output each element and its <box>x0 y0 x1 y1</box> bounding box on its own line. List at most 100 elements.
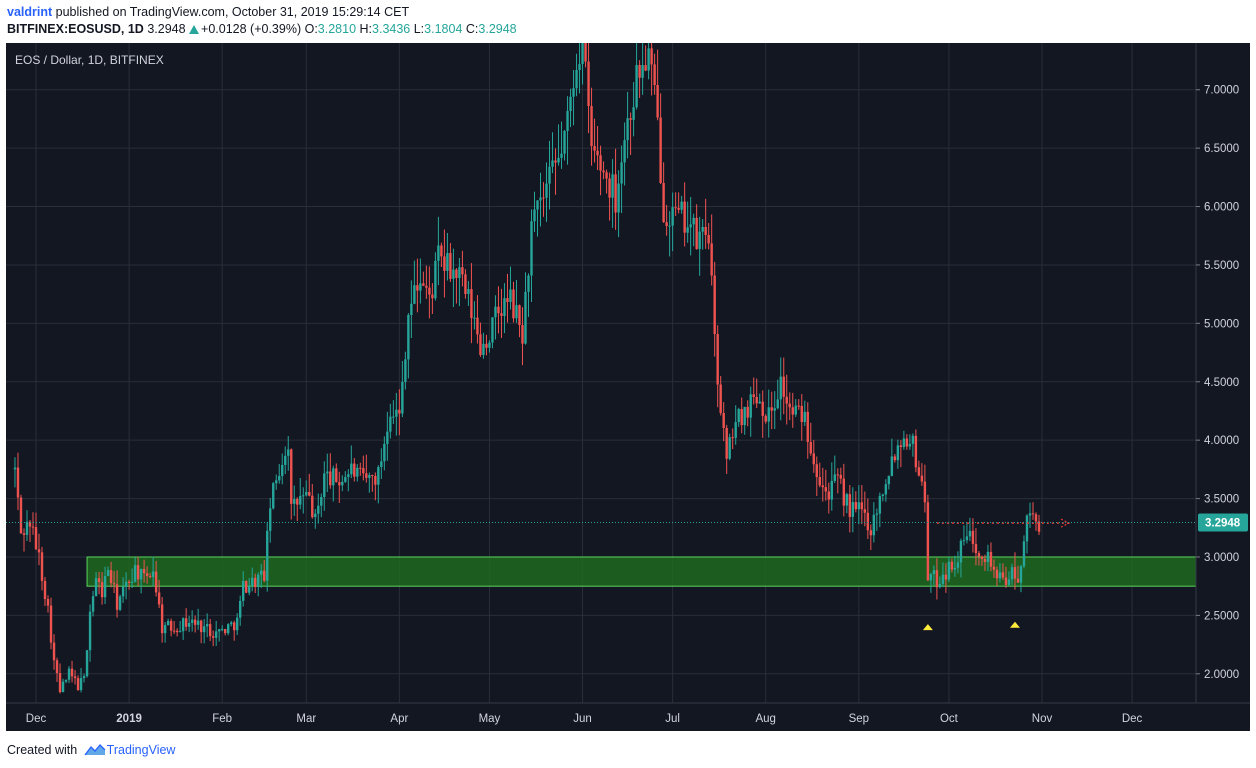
candles <box>13 3 1041 694</box>
candle <box>674 192 677 216</box>
candle-body <box>542 197 545 199</box>
candle-body <box>368 475 371 478</box>
candle <box>109 561 113 588</box>
candle <box>995 566 999 586</box>
candle-body <box>148 576 152 578</box>
candle-body <box>434 260 437 299</box>
candle-body <box>599 155 602 171</box>
candle <box>806 402 809 459</box>
candle <box>776 379 779 410</box>
candle <box>644 45 647 72</box>
candle <box>596 126 599 171</box>
candle-body <box>749 394 752 418</box>
candle <box>31 512 35 535</box>
candle <box>791 392 794 428</box>
candle-body <box>932 570 936 575</box>
candle <box>287 436 290 471</box>
candle <box>437 216 440 286</box>
candle <box>1037 514 1041 536</box>
candle <box>800 394 803 441</box>
candle <box>488 340 491 353</box>
candle-body <box>278 476 281 481</box>
candle-body <box>767 407 770 422</box>
candle-body <box>575 69 578 89</box>
candle-body <box>890 456 894 476</box>
candle <box>293 485 296 516</box>
candle <box>205 613 209 638</box>
candle <box>94 572 98 597</box>
time-tick-label: Jul <box>665 713 680 725</box>
candle <box>242 571 245 607</box>
published-text: published on TradingView.com, October 31… <box>55 5 410 19</box>
candle <box>76 675 80 691</box>
candle-body <box>995 569 999 579</box>
candle <box>662 162 665 223</box>
triangle-up-icon <box>189 25 200 34</box>
candle <box>326 453 329 493</box>
candle-body <box>896 445 900 461</box>
candle-body <box>722 413 725 428</box>
candle <box>638 60 641 98</box>
candle-body <box>641 65 644 78</box>
candle-body <box>725 427 728 459</box>
candle <box>127 579 131 590</box>
candle <box>154 560 158 597</box>
candle <box>440 242 443 268</box>
candle <box>944 563 948 593</box>
candle <box>380 448 383 479</box>
price-chart[interactable]: 7.0000 6.5000 6.0000 5.5000 5.0000 4.5000 4.00… <box>6 3 1250 731</box>
chart-frame[interactable]: 7.0000 6.5000 6.0000 5.5000 5.0000 4.5000 4.00… <box>6 3 1250 731</box>
tradingview-brand[interactable]: TradingView <box>106 743 176 757</box>
candle-body <box>596 150 599 156</box>
candle <box>884 479 888 502</box>
candle <box>635 39 638 110</box>
candle-body <box>941 574 945 585</box>
candle <box>1019 564 1023 593</box>
candle <box>166 618 170 626</box>
candle <box>395 392 398 436</box>
symbol-line: BITFINEX:EOSUSD, 1D 3.2948 +0.0128 (+0.3… <box>7 22 517 36</box>
candle <box>911 433 915 457</box>
candle <box>563 130 566 161</box>
candle-body <box>572 88 575 97</box>
candle <box>524 272 527 345</box>
candle-body <box>731 437 734 439</box>
candle <box>19 494 23 535</box>
candle <box>620 145 623 214</box>
candle-body <box>656 84 659 118</box>
candle <box>512 281 515 323</box>
candle-body <box>115 584 119 610</box>
candle-body <box>485 343 488 348</box>
candle <box>172 621 176 634</box>
candle <box>196 608 200 630</box>
candle-body <box>704 227 707 235</box>
candle-body <box>97 578 101 583</box>
candle-body <box>803 411 806 423</box>
candle-body <box>356 467 359 477</box>
candle <box>335 463 338 483</box>
candle <box>434 252 437 301</box>
candle-body <box>944 574 948 580</box>
candle-body <box>494 306 497 318</box>
candle <box>211 630 215 647</box>
time-tick-label: Sep <box>849 713 869 725</box>
candle-body <box>458 267 461 278</box>
candle <box>605 169 608 194</box>
candle-body <box>245 580 248 593</box>
candle <box>467 281 470 306</box>
candle-body <box>127 581 131 584</box>
candle <box>821 467 824 502</box>
candle <box>857 485 861 524</box>
candle <box>317 493 320 524</box>
candle <box>671 192 674 252</box>
candle <box>917 460 921 477</box>
candle-body <box>25 521 29 535</box>
candle <box>266 521 269 592</box>
author-name[interactable]: valdrint <box>7 5 53 19</box>
candle-body <box>872 514 876 536</box>
candle-body <box>251 577 254 586</box>
candle-body <box>196 620 200 625</box>
candle <box>686 201 689 243</box>
candle <box>815 456 818 496</box>
candle-body <box>124 581 128 587</box>
